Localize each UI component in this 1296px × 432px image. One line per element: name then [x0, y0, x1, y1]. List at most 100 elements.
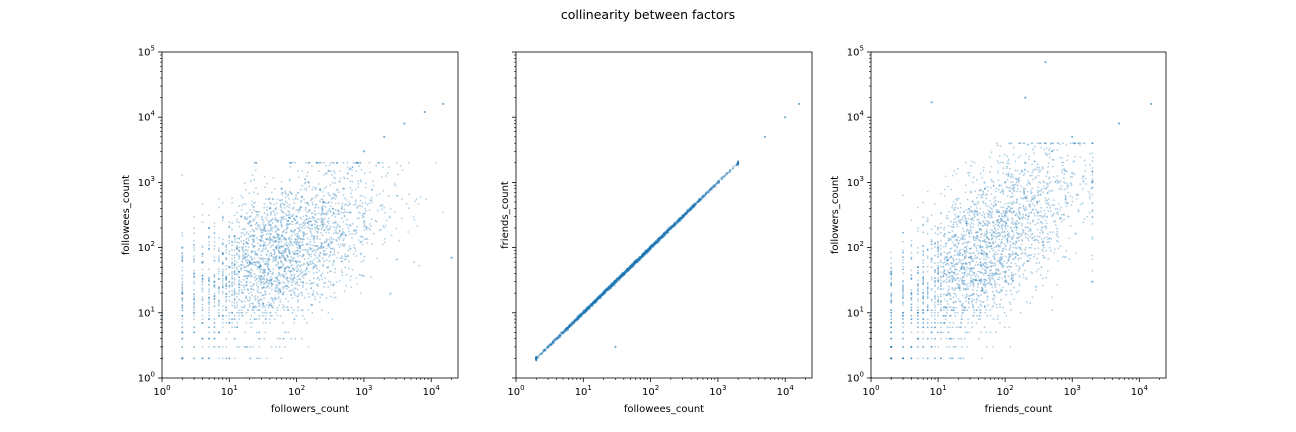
scatter-point	[334, 222, 337, 225]
scatter-point	[260, 268, 262, 271]
scatter-point	[275, 256, 277, 258]
scatter-point	[218, 273, 220, 275]
scatter-point	[320, 245, 323, 248]
scatter-point	[213, 245, 216, 247]
scatter-point	[280, 181, 283, 183]
scatter-point	[292, 281, 295, 283]
scatter-panel-1: 100 101 102 103 104100101102103104105followe…	[121, 45, 459, 415]
scatter-point	[322, 205, 325, 208]
scatter-point	[655, 241, 658, 244]
scatter-point	[298, 209, 300, 212]
scatter-point	[292, 218, 295, 221]
scatter-point	[213, 283, 216, 286]
scatter-point	[244, 266, 246, 269]
scatter-point	[306, 222, 309, 225]
scatter-point	[675, 220, 678, 223]
scatter-point	[285, 228, 288, 231]
scatter-point	[264, 291, 267, 294]
scatter-point	[225, 346, 228, 348]
scatter-point	[263, 269, 266, 272]
scatter-point	[208, 296, 210, 298]
scatter-point	[284, 251, 287, 253]
scatter-point	[290, 273, 292, 276]
scatter-point	[321, 207, 324, 210]
scatter-point	[285, 287, 288, 290]
scatter-point	[246, 264, 248, 267]
scatter-point	[333, 292, 336, 294]
scatter-point	[610, 282, 612, 285]
scatter-point	[693, 204, 696, 207]
scatter-point	[279, 282, 281, 284]
scatter-point	[269, 280, 272, 283]
scatter-point	[330, 236, 332, 239]
scatter-point	[407, 207, 410, 210]
scatter-point	[334, 209, 337, 211]
scatter-point	[201, 274, 204, 276]
scatter-point	[645, 251, 648, 254]
scatter-point	[321, 293, 324, 296]
scatter-point	[268, 257, 270, 260]
scatter-point	[213, 337, 216, 340]
scatter-point	[236, 266, 238, 269]
scatter-point	[645, 250, 648, 253]
scatter-point	[249, 235, 252, 238]
scatter-point	[201, 288, 204, 291]
scatter-point	[400, 198, 403, 201]
scatter-point	[684, 213, 686, 216]
scatter-point	[307, 202, 310, 205]
scatter-point	[276, 198, 279, 201]
scatter-point	[658, 241, 661, 243]
scatter-point	[311, 227, 314, 230]
scatter-point	[249, 298, 252, 300]
scatter-point	[616, 278, 619, 281]
scatter-point	[359, 292, 362, 295]
scatter-point	[359, 179, 362, 182]
scatter-point	[642, 254, 645, 257]
scatter-point	[259, 280, 262, 282]
scatter-point	[282, 250, 284, 252]
scatter-point	[238, 265, 241, 268]
scatter-point	[316, 225, 319, 228]
scatter-point	[336, 240, 338, 243]
scatter-point	[277, 219, 280, 222]
scatter-point	[303, 318, 306, 320]
scatter-point	[294, 161, 296, 164]
scatter-point	[300, 206, 303, 209]
scatter-point	[284, 259, 286, 262]
scatter-point	[319, 187, 322, 190]
scatter-point	[618, 279, 620, 282]
scatter-point	[244, 253, 247, 256]
scatter-point	[302, 249, 304, 252]
scatter-point	[560, 332, 563, 334]
scatter-point	[225, 357, 228, 360]
scatter-point	[221, 274, 224, 276]
scatter-point	[193, 293, 196, 296]
scatter-point	[342, 221, 344, 223]
scatter-point	[270, 191, 273, 194]
scatter-point	[342, 194, 345, 196]
scatter-point	[279, 252, 281, 255]
scatter-point	[181, 257, 184, 259]
scatter-point	[305, 243, 307, 246]
scatter-point	[308, 253, 311, 256]
scatter-point	[221, 274, 224, 277]
scatter-point	[271, 282, 273, 285]
scatter-point	[221, 268, 224, 271]
scatter-point	[291, 277, 294, 279]
scatter-point	[258, 261, 261, 264]
scatter-point	[272, 240, 275, 243]
scatter-point	[264, 228, 266, 231]
scatter-point	[208, 303, 210, 306]
scatter-point	[295, 240, 297, 243]
scatter-point	[650, 245, 653, 247]
scatter-point	[310, 303, 312, 306]
scatter-point	[288, 242, 290, 245]
scatter-point	[328, 270, 331, 272]
scatter-point	[328, 280, 330, 283]
scatter-point	[293, 277, 296, 279]
scatter-point	[221, 243, 224, 246]
scatter-point	[329, 227, 331, 230]
scatter-point	[265, 230, 267, 233]
scatter-point	[342, 176, 345, 179]
scatter-point	[263, 229, 265, 231]
